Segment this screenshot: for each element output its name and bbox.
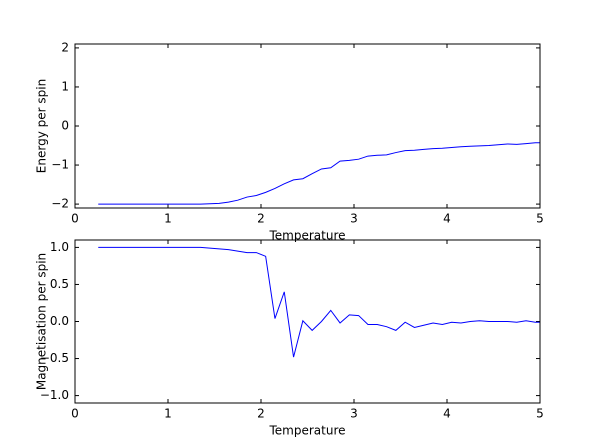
y-tick-label: 0.0 bbox=[50, 314, 69, 328]
x-tick-label: 2 bbox=[257, 212, 265, 226]
y-tick-label: 0 bbox=[61, 119, 69, 133]
x-tick-label: 5 bbox=[536, 212, 544, 226]
x-tick-label: 4 bbox=[443, 212, 451, 226]
x-tick-label: 3 bbox=[350, 407, 358, 421]
x-tick-label: 1 bbox=[164, 212, 172, 226]
x-tick-label: 0 bbox=[71, 212, 79, 226]
data-line bbox=[98, 142, 540, 205]
y-tick-label: −1 bbox=[51, 158, 69, 172]
y-tick-label: 1.0 bbox=[50, 240, 69, 254]
x-tick-label: 4 bbox=[443, 407, 451, 421]
y-tick-label: −2 bbox=[51, 197, 69, 211]
x-tick-label: 5 bbox=[536, 407, 544, 421]
x-tick-label: 3 bbox=[350, 212, 358, 226]
data-line bbox=[98, 246, 540, 358]
x-tick-label: 1 bbox=[164, 407, 172, 421]
y-axis-label: Energy per spin bbox=[35, 79, 49, 173]
x-tick-label: 0 bbox=[71, 407, 79, 421]
x-axis-label: Temperature bbox=[268, 229, 345, 243]
x-tick-label: 2 bbox=[257, 407, 265, 421]
axes-frame bbox=[74, 239, 541, 404]
y-tick-label: 1 bbox=[61, 79, 69, 93]
x-axis-label: Temperature bbox=[268, 424, 345, 438]
y-tick-label: 0.5 bbox=[50, 277, 69, 291]
y-tick-label: 2 bbox=[61, 40, 69, 54]
y-axis-label: Magnetisation per spin bbox=[35, 253, 49, 390]
y-tick-label: −0.5 bbox=[40, 351, 69, 365]
y-tick-label: −1.0 bbox=[40, 388, 69, 402]
axes-frame bbox=[74, 43, 541, 209]
